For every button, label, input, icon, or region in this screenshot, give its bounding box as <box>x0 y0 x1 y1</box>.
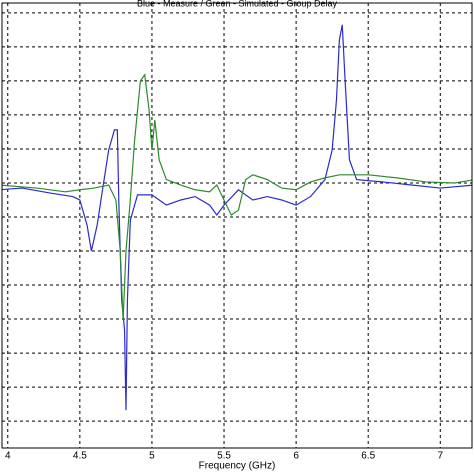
x-tick-label: 4 <box>5 451 11 462</box>
x-tick-label: 6 <box>293 451 299 462</box>
x-tick-label: 7 <box>438 451 444 462</box>
x-tick-label: 5 <box>149 451 155 462</box>
chart-title: Blue - Measure / Green - Simulated - Gro… <box>137 0 338 8</box>
x-axis-label: Frequency (GHz) <box>199 461 276 472</box>
data-line <box>2 24 472 411</box>
x-tick-label: 6.5 <box>361 451 375 462</box>
plot-frame <box>1 2 473 449</box>
data-line <box>2 73 472 321</box>
x-tick-label: 5.5 <box>217 451 231 462</box>
x-tick-label: 4.5 <box>73 451 87 462</box>
